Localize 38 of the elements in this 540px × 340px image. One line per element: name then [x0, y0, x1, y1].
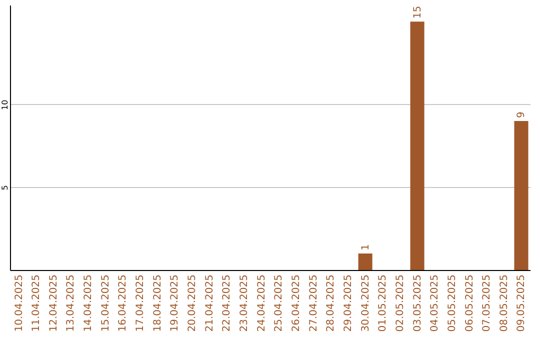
x-tick-label: 06.05.2025	[464, 274, 476, 332]
x-tick-label: 29.04.2025	[342, 274, 354, 332]
y-tick-label: 5	[0, 185, 10, 190]
x-tick-label: 14.04.2025	[83, 274, 94, 332]
y-tick-label: 10	[0, 100, 10, 110]
x-tick-label: 20.04.2025	[187, 274, 198, 332]
x-tick-label: 11.04.2025	[31, 274, 42, 332]
data-label: 15	[412, 6, 424, 19]
x-tick-label: 30.04.2025	[360, 274, 372, 332]
data-label: 9	[516, 112, 528, 118]
x-tick-label: 24.04.2025	[256, 274, 268, 332]
bar	[514, 120, 528, 270]
x-tick-label: 05.05.2025	[446, 274, 458, 332]
x-tick-label: 19.04.2025	[170, 274, 181, 332]
x-tick-label: 02.05.2025	[394, 274, 406, 332]
bar	[358, 253, 372, 270]
x-tick-label: 13.04.2025	[66, 274, 77, 332]
x-tick-label: 17.04.2025	[135, 274, 146, 332]
x-tick-label: 10.04.2025	[14, 274, 25, 332]
x-tick-label: 26.04.2025	[290, 274, 302, 332]
x-tick-label: 22.04.2025	[222, 274, 233, 332]
x-tick-label: 01.05.2025	[378, 274, 389, 332]
x-tick-label: 07.05.2025	[482, 274, 493, 332]
x-tick-label: 27.04.2025	[308, 274, 320, 332]
x-tick-label: 09.05.2025	[516, 274, 528, 332]
bar	[410, 22, 424, 270]
x-tick-label: 08.05.2025	[498, 274, 510, 332]
x-tick-label: 12.04.2025	[48, 274, 60, 332]
x-tick-label: 15.04.2025	[100, 274, 112, 332]
x-tick-label: 28.04.2025	[326, 274, 337, 332]
data-label: 1	[360, 244, 372, 250]
x-tick-label: 03.05.2025	[412, 274, 424, 332]
x-tick-label: 25.04.2025	[274, 274, 285, 332]
x-tick-label: 18.04.2025	[152, 274, 164, 332]
x-tick-label: 04.05.2025	[430, 274, 441, 332]
x-tick-label: 23.04.2025	[239, 274, 250, 332]
x-tick-label: 21.04.2025	[204, 274, 216, 332]
x-tick-label: 16.04.2025	[118, 274, 129, 332]
